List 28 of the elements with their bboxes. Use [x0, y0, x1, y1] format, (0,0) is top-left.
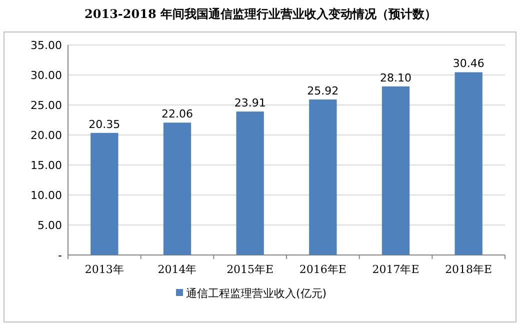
x-tick-label: 2017年E	[372, 263, 420, 276]
text: 30.46	[452, 57, 484, 70]
bar	[90, 132, 118, 255]
text: 20.35	[88, 118, 120, 131]
bar	[236, 112, 264, 255]
text: 22.06	[162, 108, 193, 121]
legend-label: 通信工程监理营业收入(亿元)	[186, 287, 327, 300]
x-tick-label: 2016年E	[299, 263, 346, 276]
text: 25.92	[307, 84, 339, 98]
bar	[382, 86, 410, 255]
y-tick-label: 30.00	[30, 69, 62, 82]
x-tick-label: 2015年E	[226, 263, 274, 276]
chart-title: 2013-2018 年间我国通信监理行业营业收入变动情况（预计数）	[84, 7, 436, 21]
x-tick-label: 2014年	[158, 263, 197, 276]
text: 28.10	[380, 71, 412, 84]
y-tick-label: 35.00	[30, 39, 62, 52]
bar	[163, 122, 192, 255]
bar	[309, 99, 337, 255]
y-tick-label: 20.00	[30, 129, 62, 142]
bar	[454, 72, 482, 255]
text: 23.91	[234, 96, 266, 110]
y-tick-label: 10.00	[30, 189, 62, 202]
y-tick-label: 5.00	[38, 219, 62, 232]
y-tick-label: 25.00	[30, 99, 62, 112]
y-tick-label: -	[58, 249, 62, 262]
x-tick-label: 2013年	[84, 263, 124, 276]
y-tick-label: 15.00	[30, 159, 62, 172]
x-tick-label: 2018年E	[445, 263, 492, 276]
